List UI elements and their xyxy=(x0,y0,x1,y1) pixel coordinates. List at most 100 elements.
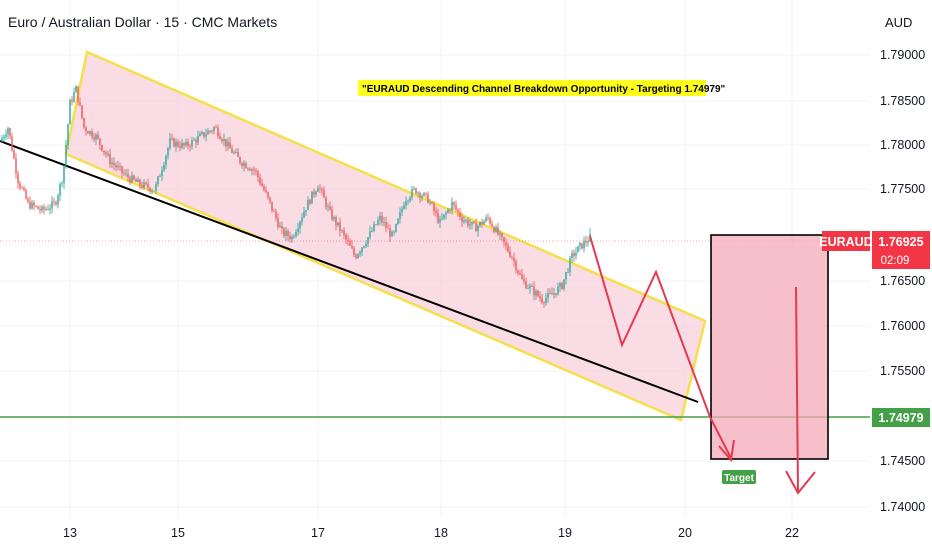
descending-channel[interactable] xyxy=(64,50,707,422)
candle-body xyxy=(3,136,5,139)
candle-body xyxy=(521,274,523,280)
candle-body xyxy=(483,221,485,225)
candle-body xyxy=(355,254,357,259)
candle-body xyxy=(201,132,203,134)
drop-arrow[interactable] xyxy=(795,286,799,493)
candle-body xyxy=(315,191,317,195)
candle-body xyxy=(189,145,191,147)
candle-body xyxy=(177,141,179,147)
candle-body xyxy=(503,236,505,243)
candle-body xyxy=(251,169,253,171)
candle-body xyxy=(53,201,55,203)
candle-body xyxy=(551,293,553,295)
candle-body xyxy=(395,224,397,232)
candle-body xyxy=(179,146,181,148)
candle-body xyxy=(229,142,231,149)
candle-body xyxy=(523,279,525,282)
candle-body xyxy=(345,234,347,240)
candle-body xyxy=(371,230,373,232)
candle-body xyxy=(9,128,11,137)
candle-body xyxy=(239,156,241,164)
candle-body xyxy=(103,150,105,153)
candle-body xyxy=(393,231,395,233)
candle-body xyxy=(329,206,331,210)
candle-body xyxy=(77,86,79,103)
candle-body xyxy=(437,212,439,223)
candle-body xyxy=(195,139,197,143)
trendline[interactable] xyxy=(0,140,699,403)
candle-body xyxy=(553,293,555,295)
candle-body xyxy=(575,252,577,257)
candle-body xyxy=(171,138,173,140)
candle-body xyxy=(429,202,431,204)
candle-body xyxy=(207,130,209,135)
candle-body xyxy=(425,192,427,194)
candle-body xyxy=(291,236,293,240)
candle-body xyxy=(399,212,401,219)
candle-body xyxy=(525,281,527,289)
y-tick-label: 1.79000 xyxy=(880,48,925,62)
candle-body xyxy=(531,286,533,287)
candle-body xyxy=(507,245,509,252)
candle-body xyxy=(407,200,409,202)
candle-body xyxy=(513,257,515,262)
candle-body xyxy=(7,128,9,135)
candle-body xyxy=(409,197,411,201)
candle-body xyxy=(137,179,139,182)
candle-body xyxy=(121,166,123,173)
x-tick-label: 18 xyxy=(434,526,448,540)
last-price-tag: 1.76925 xyxy=(878,235,923,249)
price-axis[interactable]: AUD 1.79000 1.78500 1.78000 1.77500 1.76500 1… xyxy=(870,0,932,550)
candle-body xyxy=(127,173,129,178)
candle-body xyxy=(69,100,71,125)
candle-body xyxy=(203,132,205,137)
candle-body xyxy=(21,187,23,189)
y-tick-label: 1.74000 xyxy=(880,500,925,514)
y-tick-label: 1.78000 xyxy=(880,138,925,152)
candle-body xyxy=(357,254,359,259)
candle-body xyxy=(241,163,243,166)
candle-body xyxy=(227,142,229,147)
candles xyxy=(1,85,591,308)
candle-body xyxy=(487,217,489,219)
annotation-text: "EURAUD Descending Channel Breakdown Opp… xyxy=(362,84,726,95)
candle-body xyxy=(475,222,477,232)
candle-body xyxy=(583,240,585,249)
axis-currency: AUD xyxy=(885,15,912,30)
candle-body xyxy=(149,188,151,192)
candle-body xyxy=(253,169,255,171)
candle-body xyxy=(133,175,135,180)
candle-body xyxy=(529,286,531,289)
candle-body xyxy=(545,297,547,303)
candle-body xyxy=(247,168,249,170)
x-tick-label: 22 xyxy=(785,526,799,540)
target-label-bg xyxy=(722,470,756,484)
y-tick-label: 1.75500 xyxy=(880,364,925,378)
candle-body xyxy=(275,211,277,219)
candle-body xyxy=(339,222,341,231)
candle-body xyxy=(81,105,83,118)
candle-body xyxy=(515,261,517,271)
candle-body xyxy=(287,231,289,237)
candle-body xyxy=(573,252,575,257)
projection-path[interactable] xyxy=(589,235,732,459)
candle-body xyxy=(447,209,449,213)
candle-body xyxy=(439,219,441,223)
target-box[interactable] xyxy=(710,234,829,460)
candle-body xyxy=(129,177,131,183)
time-axis[interactable]: 13 15 17 18 19 20 22 xyxy=(63,526,799,540)
candle-body xyxy=(225,139,227,147)
candle-body xyxy=(115,165,117,168)
x-tick-label: 20 xyxy=(678,526,692,540)
x-tick-label: 19 xyxy=(558,526,572,540)
candle-body xyxy=(47,208,49,210)
candle-body xyxy=(277,218,279,228)
candle-body xyxy=(457,209,459,212)
candle-body xyxy=(397,218,399,225)
candle-body xyxy=(327,206,329,208)
candle-body xyxy=(459,211,461,218)
candle-body xyxy=(205,134,207,137)
candle-body xyxy=(29,201,31,209)
candle-body xyxy=(363,246,365,248)
